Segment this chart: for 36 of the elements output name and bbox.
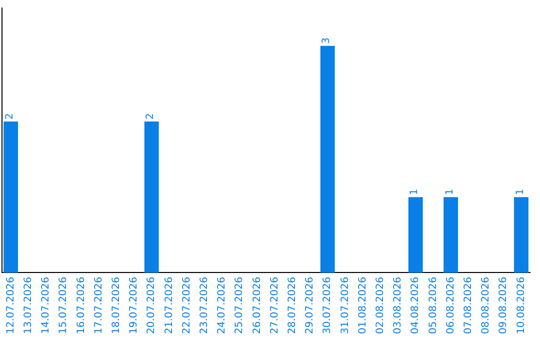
data-label: 1 — [514, 188, 526, 196]
x-tick-label: 14.07.2026 — [40, 276, 52, 334]
x-tick-label: 18.07.2026 — [110, 276, 122, 334]
x-tick-label: 03.08.2026 — [392, 276, 404, 334]
x-tick-label: 25.07.2026 — [234, 276, 246, 334]
x-tick-label: 21.07.2026 — [164, 276, 175, 334]
x-tick-label: 12.07.2026 — [5, 276, 16, 334]
x-tick-label: 24.07.2026 — [216, 276, 228, 334]
x-tick-label: 07.08.2026 — [462, 276, 474, 334]
x-tick-label: 23.07.2026 — [198, 276, 210, 334]
x-tick-label: 13.07.2026 — [22, 276, 34, 334]
x-tick-label: 31.07.2026 — [340, 276, 351, 334]
x-tick-label: 22.07.2026 — [181, 276, 192, 334]
x-tick-label: 27.07.2026 — [269, 276, 280, 334]
x-tick-label: 28.07.2026 — [286, 276, 298, 334]
data-label: 1 — [444, 188, 456, 196]
x-tick-label: 04.08.2026 — [410, 276, 422, 334]
x-tick-label: 26.07.2026 — [252, 276, 263, 334]
x-tick-label: 15.07.2026 — [58, 276, 70, 334]
data-label: 2 — [145, 113, 156, 120]
x-tick-label: 19.07.2026 — [128, 276, 140, 334]
x-tick-label: 01.08.2026 — [357, 276, 368, 334]
x-tick-label: 30.07.2026 — [322, 276, 334, 334]
x-tick-label: 29.07.2026 — [304, 276, 316, 334]
x-tick-label: 20.07.2026 — [146, 276, 158, 334]
x-tick-label: 08.08.2026 — [480, 276, 492, 334]
data-label: 2 — [4, 113, 16, 120]
x-tick-label: 05.08.2026 — [428, 276, 439, 334]
x-tick-label: 16.07.2026 — [76, 276, 87, 334]
data-label: 3 — [321, 37, 332, 44]
x-tick-label: 02.08.2026 — [374, 276, 386, 334]
x-tick-label: 17.07.2026 — [93, 276, 104, 334]
x-tick-label: 10.08.2026 — [516, 276, 527, 334]
x-tick-label: 06.08.2026 — [445, 276, 456, 334]
x-tick-label: 09.08.2026 — [498, 276, 510, 334]
data-label: 1 — [409, 188, 420, 196]
